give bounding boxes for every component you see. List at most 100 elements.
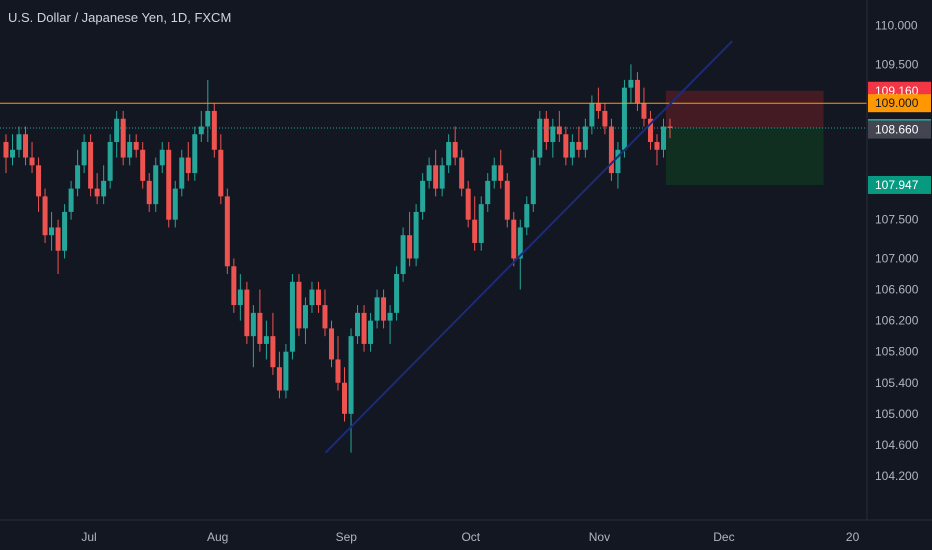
candle-body <box>452 142 458 158</box>
candle <box>634 72 640 111</box>
candle-body <box>576 142 582 150</box>
candle-body <box>426 165 432 181</box>
candle-body <box>3 142 9 158</box>
y-tick-label: 105.000 <box>875 407 919 421</box>
y-tick-label: 107.000 <box>875 252 919 266</box>
candle <box>101 165 107 205</box>
y-tick-label: 109.500 <box>875 57 919 71</box>
candle-body <box>75 165 81 189</box>
candle <box>205 79 211 143</box>
candle-body <box>420 180 426 212</box>
candle <box>335 336 341 391</box>
candle-body <box>433 165 439 189</box>
candle-body <box>120 118 126 158</box>
candle <box>62 204 68 259</box>
candle <box>465 180 471 228</box>
candle-body <box>524 204 530 228</box>
candle-body <box>10 149 16 158</box>
candle <box>361 305 367 352</box>
candle-body <box>530 157 536 205</box>
price-badge-bg <box>868 175 931 194</box>
candle <box>602 103 608 135</box>
candle-body <box>556 126 562 135</box>
candle-body <box>504 180 510 220</box>
candle-body <box>250 312 256 337</box>
candle-body <box>400 235 406 275</box>
chart-lines <box>0 40 867 454</box>
candle <box>439 157 445 197</box>
candle <box>55 219 61 275</box>
candle-body <box>49 227 55 236</box>
candle <box>153 157 159 212</box>
candle <box>192 126 198 181</box>
candle-body <box>127 142 133 158</box>
candle-body <box>114 118 120 143</box>
candle <box>179 149 185 197</box>
candle <box>511 211 517 267</box>
candle-body <box>407 235 413 259</box>
candle <box>75 149 81 197</box>
candle <box>608 118 614 181</box>
candle <box>647 110 653 150</box>
candle-body <box>595 103 601 111</box>
x-tick-label: Nov <box>589 530 610 544</box>
candle-body <box>133 142 139 150</box>
candle-body <box>29 157 35 166</box>
candle-body <box>107 142 113 181</box>
candle-body <box>621 87 627 150</box>
candle <box>621 79 627 158</box>
candle <box>374 289 380 329</box>
candle-body <box>153 165 159 205</box>
candle-body <box>569 142 575 158</box>
candle-body <box>296 281 302 329</box>
candle <box>302 297 308 344</box>
candle-body <box>283 351 289 391</box>
candle-body <box>16 134 22 150</box>
candle-body <box>465 188 471 220</box>
candle-body <box>413 211 419 259</box>
candle <box>231 258 237 313</box>
candle-body <box>634 79 640 104</box>
candle-body <box>394 274 400 313</box>
candle <box>36 157 42 212</box>
candle-body <box>270 336 276 368</box>
candle-body <box>374 297 380 321</box>
candle-body <box>88 142 94 189</box>
candle <box>270 312 276 375</box>
candle <box>426 157 432 189</box>
candle-body <box>172 188 178 220</box>
candle <box>472 196 478 251</box>
candle-body <box>231 266 237 306</box>
candle <box>641 87 647 127</box>
candle <box>628 64 634 104</box>
candle-body <box>146 180 152 205</box>
candle-body <box>517 227 523 259</box>
candle <box>322 289 328 337</box>
y-tick-label: 105.400 <box>875 376 919 390</box>
candle-body <box>361 312 367 344</box>
candle <box>198 110 204 143</box>
candle <box>172 180 178 228</box>
candle <box>114 110 120 158</box>
candle <box>400 227 406 282</box>
candle-body <box>211 110 217 150</box>
candle <box>355 305 361 344</box>
candle <box>582 118 588 158</box>
candle-body <box>302 305 308 329</box>
candle-body <box>628 79 634 88</box>
candle-body <box>543 118 549 143</box>
y-tick-label: 110.000 <box>875 19 918 33</box>
candle-body <box>439 165 445 189</box>
candle <box>140 142 146 189</box>
candle-body <box>582 126 588 150</box>
trendline <box>324 40 733 454</box>
candle-body <box>140 149 146 181</box>
y-tick-label: 104.600 <box>875 438 919 452</box>
candle <box>218 134 224 205</box>
candle-body <box>511 219 517 259</box>
candle-body <box>244 289 250 337</box>
candle-body <box>498 165 504 181</box>
candle <box>524 196 530 236</box>
